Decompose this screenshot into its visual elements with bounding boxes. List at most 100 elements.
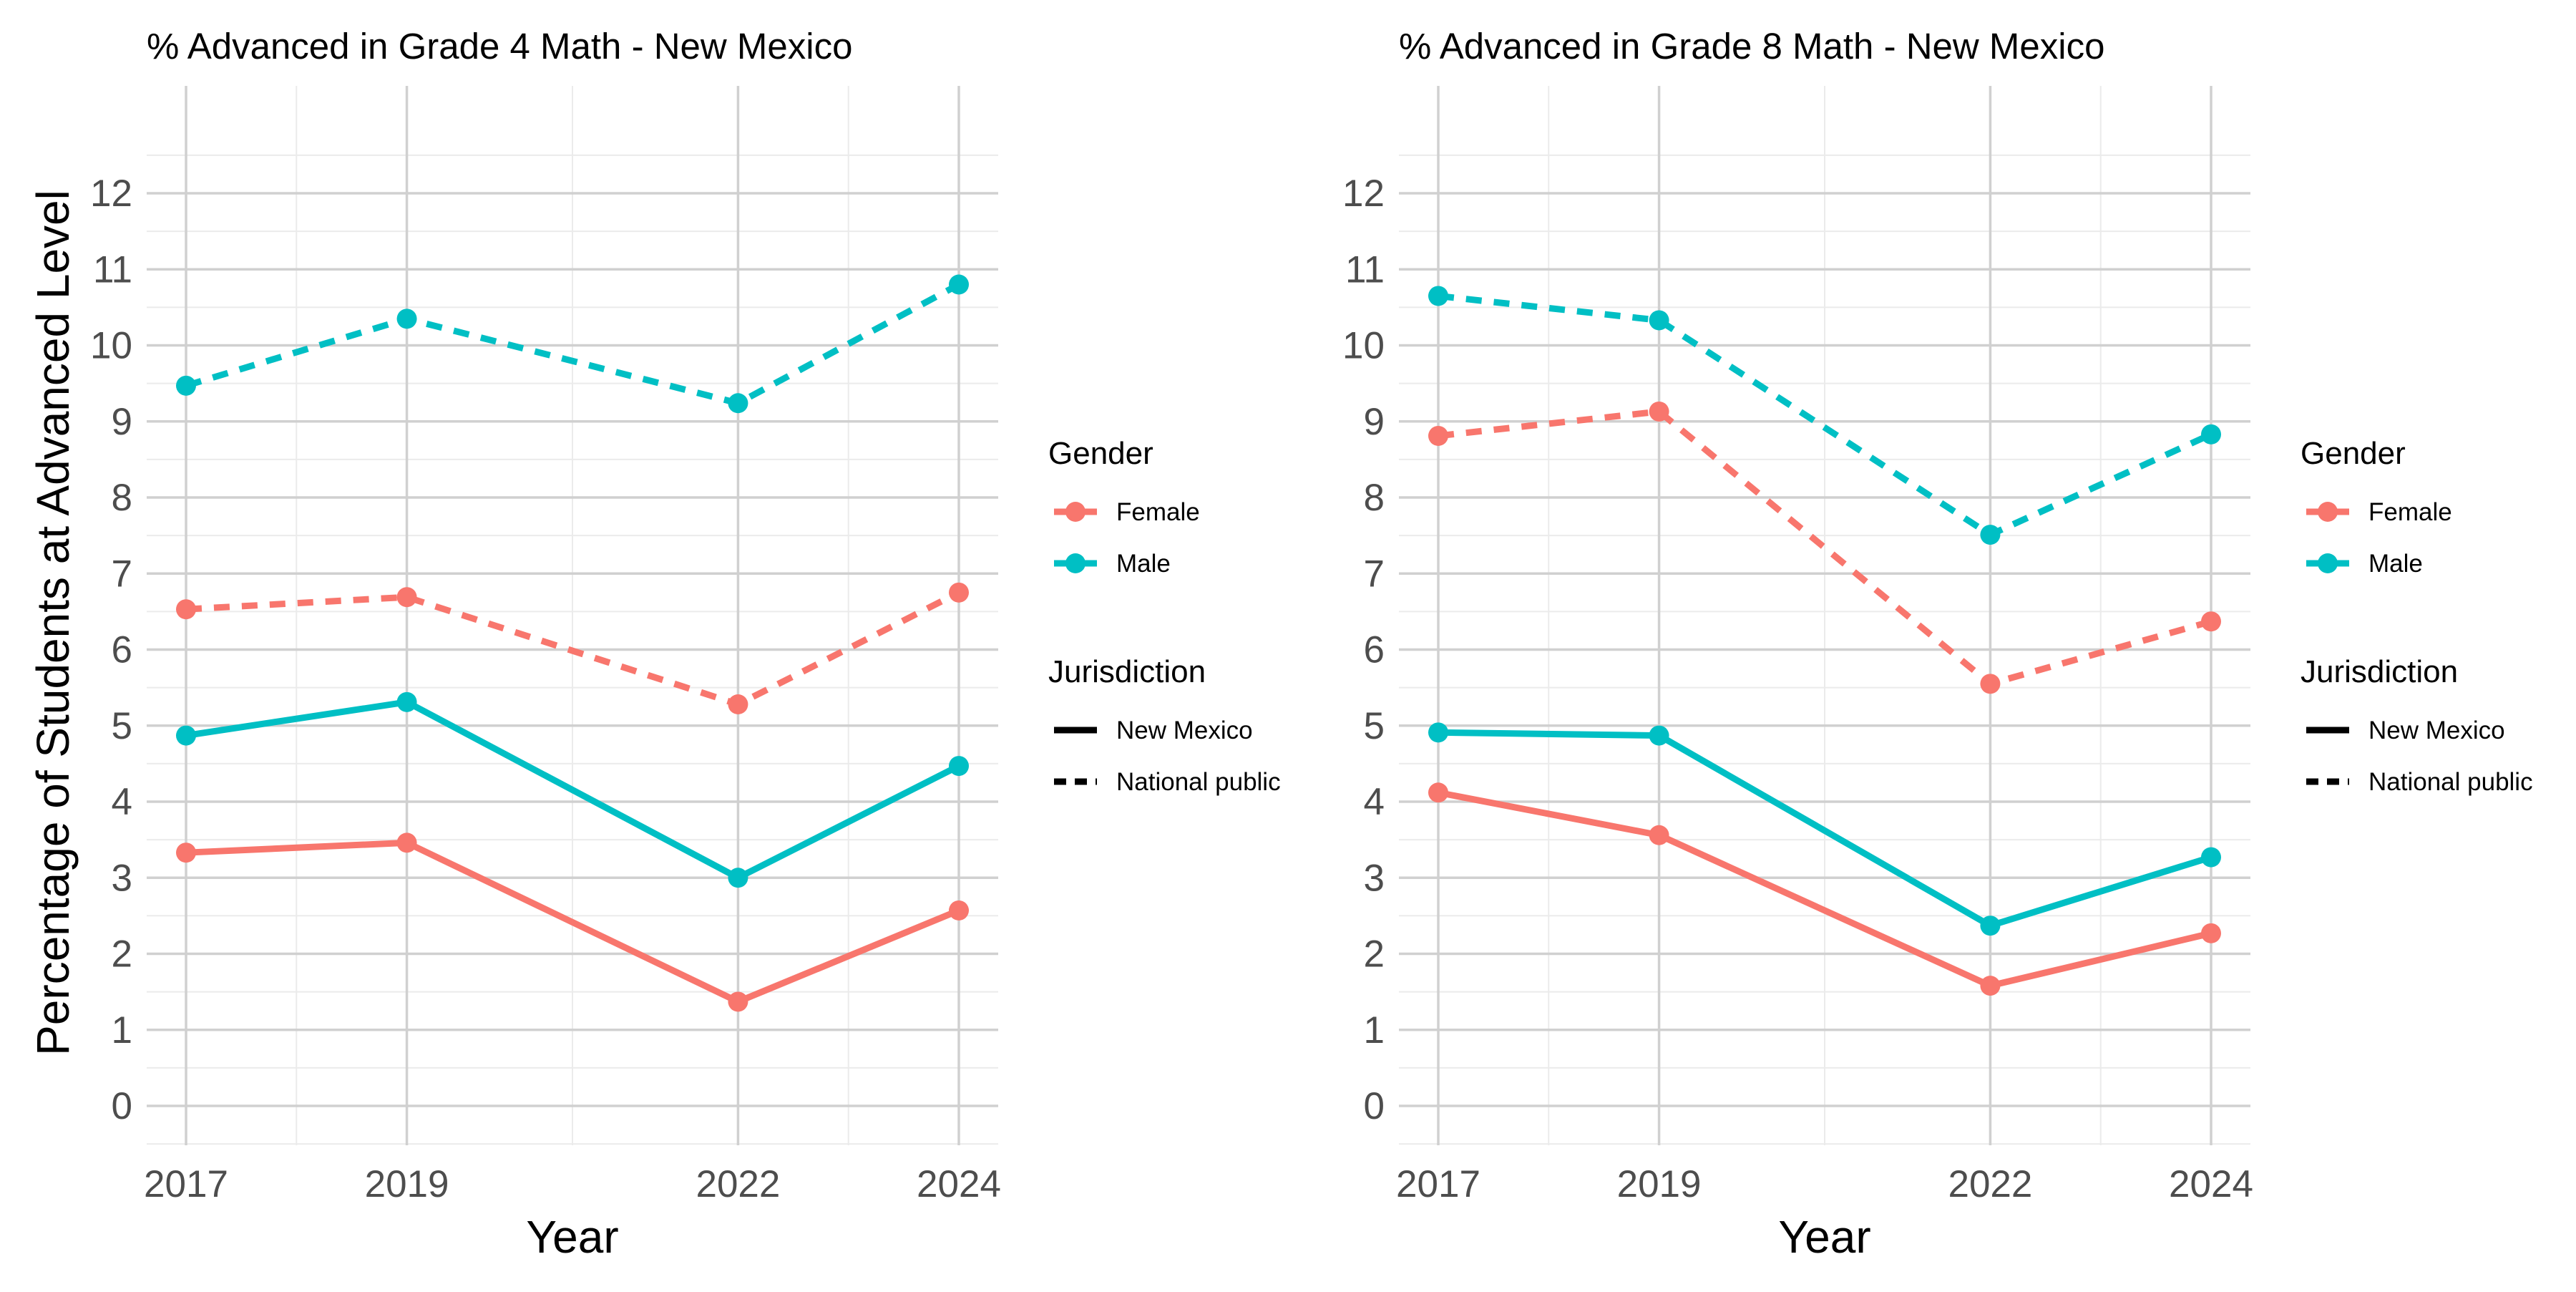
legend-title-gender: Gender: [2301, 436, 2406, 471]
y-tick-label: 6: [1364, 629, 1385, 671]
legend-label-female: Female: [2368, 498, 2452, 526]
data-point: [396, 691, 417, 712]
legend-title-jurisdiction: Jurisdiction: [1048, 654, 1206, 689]
data-point: [949, 582, 969, 603]
x-tick-label: 2017: [1396, 1163, 1480, 1205]
legend-key-point: [1065, 553, 1085, 573]
data-point: [1428, 722, 1448, 743]
y-tick-label: 0: [112, 1085, 132, 1127]
y-tick-label: 2: [112, 933, 132, 976]
x-tick-label: 2019: [1617, 1163, 1702, 1205]
y-tick-label: 7: [112, 553, 132, 595]
y-tick-label: 4: [1364, 781, 1385, 823]
legend-title-gender: Gender: [1048, 436, 1153, 471]
data-point: [176, 842, 196, 863]
x-tick-label: 2017: [144, 1163, 228, 1205]
series-line-male-new-mexico: [185, 699, 961, 881]
legend-label-national-public: National public: [2368, 768, 2533, 796]
x-tick-label: 2022: [696, 1163, 780, 1205]
x-axis-title: Year: [526, 1211, 618, 1263]
legend: Gender Female Male Jurisdiction New Mexico Na…: [2301, 436, 2533, 796]
legend-label-new-mexico: New Mexico: [1116, 717, 1253, 744]
y-tick-label: 9: [112, 401, 132, 443]
series-line-male-national-public: [185, 281, 961, 407]
y-tick-label: 12: [1342, 173, 1385, 215]
y-tick-label: 8: [1364, 477, 1385, 519]
x-tick-label: 2024: [2169, 1163, 2253, 1205]
y-tick-label: 1: [112, 1009, 132, 1051]
data-point: [396, 309, 417, 329]
series-line-female-national-public: [1438, 408, 2212, 687]
data-point: [1649, 401, 1669, 422]
data-point: [1980, 976, 2001, 996]
legend-label-female: Female: [1116, 498, 1200, 526]
data-point: [1428, 286, 1448, 306]
series-line-female-new-mexico: [1438, 789, 2212, 989]
data-point: [1980, 525, 2001, 545]
data-point: [2201, 923, 2221, 943]
y-tick-label: 6: [112, 629, 132, 671]
legend-label-new-mexico: New Mexico: [2368, 717, 2505, 744]
y-tick-label: 9: [1364, 401, 1385, 443]
data-point: [2201, 611, 2221, 632]
data-point: [1649, 725, 1669, 746]
data-point: [949, 756, 969, 777]
y-tick-label: 0: [1364, 1085, 1385, 1127]
y-tick-label: 3: [112, 857, 132, 899]
legend-label-male: Male: [1116, 550, 1171, 578]
y-tick-label: 4: [112, 781, 132, 823]
data-point: [176, 375, 196, 396]
y-tick-label: 12: [90, 173, 132, 215]
chart-title: % Advanced in Grade 4 Math - New Mexico: [147, 26, 852, 67]
x-tick-label: 2022: [1948, 1163, 2032, 1205]
legend: Gender Female Male Jurisdiction New Mexico Na…: [1048, 436, 1281, 796]
data-point: [176, 725, 196, 746]
legend-key-point: [1065, 502, 1085, 522]
y-tick-label: 3: [1364, 857, 1385, 899]
data-point: [728, 694, 748, 714]
data-point: [728, 868, 748, 888]
x-tick-label: 2019: [365, 1163, 449, 1205]
data-point: [949, 274, 969, 295]
data-point: [2201, 424, 2221, 445]
legend-label-male: Male: [2368, 550, 2423, 578]
legend-key-point: [2318, 502, 2338, 522]
data-point: [176, 599, 196, 620]
data-point: [1649, 310, 1669, 331]
data-point: [2201, 847, 2221, 868]
series-line-female-new-mexico: [185, 839, 960, 1005]
data-point: [1649, 825, 1669, 845]
y-tick-label: 11: [1345, 248, 1385, 291]
y-tick-label: 1: [1364, 1009, 1385, 1051]
data-point: [728, 393, 748, 414]
data-point: [949, 900, 969, 921]
data-point: [1980, 915, 2001, 936]
y-tick-label: 11: [93, 248, 132, 291]
data-point: [1980, 674, 2001, 694]
y-tick-label: 7: [1364, 553, 1385, 595]
data-point: [1428, 425, 1448, 446]
legend-label-national-public: National public: [1116, 768, 1281, 796]
y-tick-label: 10: [90, 325, 132, 367]
y-tick-label: 10: [1342, 325, 1385, 367]
y-tick-label: 5: [112, 705, 132, 747]
series-line-male-new-mexico: [1438, 729, 2212, 929]
data-point: [728, 991, 748, 1012]
x-axis-title: Year: [1778, 1211, 1870, 1263]
legend-title-jurisdiction: Jurisdiction: [2301, 654, 2458, 689]
y-axis-title: Percentage of Students at Advanced Level: [27, 190, 79, 1056]
series-line-female-national-public: [185, 589, 961, 708]
data-point: [396, 587, 417, 608]
y-tick-label: 8: [112, 477, 132, 519]
legend-key-point: [2318, 553, 2338, 573]
y-tick-label: 5: [1364, 705, 1385, 747]
chart-title: % Advanced in Grade 8 Math - New Mexico: [1399, 26, 2104, 67]
data-point: [396, 832, 417, 853]
series-line-male-national-public: [1438, 292, 2212, 538]
data-point: [1428, 782, 1448, 803]
x-tick-label: 2024: [917, 1163, 1001, 1205]
y-tick-label: 2: [1364, 933, 1385, 976]
